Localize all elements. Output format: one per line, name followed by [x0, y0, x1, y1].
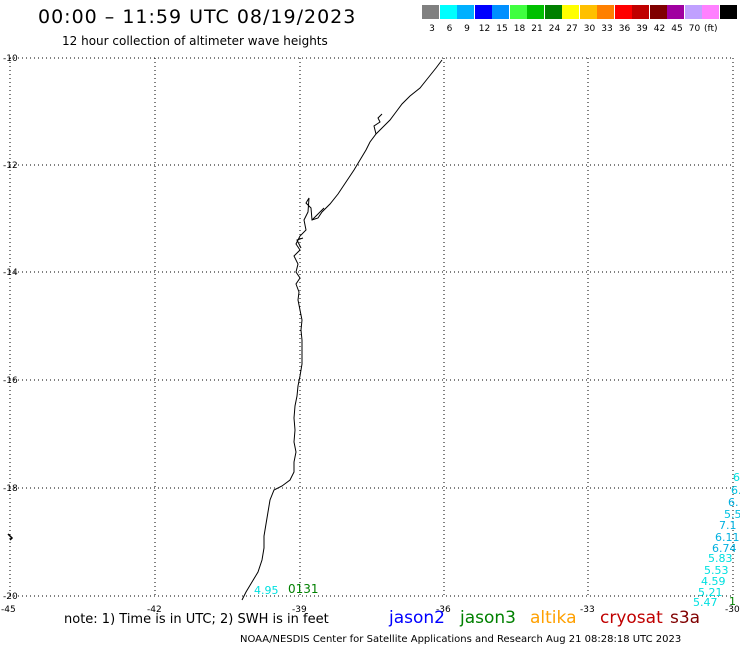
scale-swatch [457, 5, 474, 19]
scale-label: 15 [496, 24, 508, 34]
swh-reading: 5.47 [693, 596, 718, 609]
latitude-label: -14 [3, 268, 18, 278]
scale-label: 42 [653, 24, 666, 34]
scale-swatch [597, 5, 614, 19]
swh-reading: 4.95 [254, 584, 279, 597]
scale-label: 18 [513, 24, 526, 34]
latitude-labels: -10 -12 -14 -16 -18 -20 [3, 54, 18, 602]
scale-unit: (ft) [704, 24, 718, 34]
longitude-label: -42 [147, 605, 162, 615]
map-title: 00:00 – 11:59 UTC 08/19/2023 [38, 6, 357, 28]
footer-credit: NOAA/NESDIS Center for Satellite Applica… [240, 634, 682, 645]
scale-swatch [632, 5, 649, 19]
satellite-legend-item: jason3 [460, 608, 516, 628]
satellite-legend-item: cryosat [600, 608, 663, 628]
scale-swatch [544, 5, 562, 19]
longitude-label: -39 [292, 605, 307, 615]
scale-label: 3 [429, 24, 435, 34]
longitude-label: -45 [1, 605, 16, 615]
coastline [241, 59, 443, 601]
swh-reading: 7.1 [719, 519, 737, 532]
latitude-label: -12 [3, 161, 18, 171]
swh-reading: 4.59 [701, 575, 726, 588]
swh-reading: 6. [731, 484, 740, 497]
scale-label: 39 [636, 24, 648, 34]
scale-label: 21 [531, 24, 543, 34]
latitude-label: -20 [3, 592, 18, 602]
swh-reading: 1 [729, 595, 736, 608]
scale-label: 36 [618, 24, 631, 34]
scale-label: 24 [548, 24, 561, 34]
scale-swatch [614, 5, 632, 19]
scale-swatch [439, 5, 457, 19]
map-subtitle: 12 hour collection of altimeter wave hei… [62, 34, 328, 48]
scale-swatch [527, 5, 544, 19]
scale-swatch [702, 5, 719, 19]
scale-swatch [509, 5, 527, 19]
swh-reading: 0131 [288, 582, 319, 596]
scale-swatch [719, 5, 737, 19]
swh-reading: 6.11 [715, 531, 740, 544]
latitude-label: -16 [3, 376, 18, 386]
swh-reading: 5.83 [708, 552, 733, 565]
scale-label: 45 [671, 24, 683, 34]
satellite-legend-item: jason2 [389, 608, 445, 628]
satellite-legend-item: altika [530, 608, 577, 628]
scale-label: 9 [464, 24, 470, 34]
longitude-label: -30 [725, 605, 740, 615]
swh-reading: 6. [728, 496, 739, 509]
swh-reading: 5.53 [704, 564, 729, 577]
swh-reading: 6.74 [712, 542, 737, 555]
longitude-label: -36 [436, 605, 451, 615]
scale-label: 33 [601, 24, 613, 34]
scale-swatch [422, 5, 439, 19]
coast-mark [7, 533, 14, 541]
scale-swatch [649, 5, 667, 19]
swh-reading: 5.21 [698, 586, 723, 599]
scale-label: 27 [566, 24, 578, 34]
longitude-labels: -45 -42 -39 -36 -33 -30 [1, 605, 740, 615]
swh-reading: 6. [733, 471, 740, 484]
scale-swatch [492, 5, 509, 19]
latitude-label: -10 [3, 54, 18, 64]
grid-lines [9, 57, 734, 597]
satellite-legend-item: s3a [670, 608, 701, 628]
scale-label: 12 [478, 24, 491, 34]
scale-swatch [562, 5, 579, 19]
scale-label: 70 [688, 24, 701, 34]
footer-note: note: 1) Time is in UTC; 2) SWH is in fe… [64, 612, 329, 627]
scale-swatch [667, 5, 684, 19]
scale-label: 6 [446, 24, 453, 34]
scale-swatch [579, 5, 597, 19]
scale-swatch [474, 5, 492, 19]
scale-label: 30 [583, 24, 596, 34]
swh-reading: 5.5 [724, 508, 740, 521]
scale-swatch [684, 5, 702, 19]
coast-detail [296, 113, 383, 249]
latitude-label: -18 [3, 484, 18, 494]
longitude-label: -33 [580, 605, 595, 615]
